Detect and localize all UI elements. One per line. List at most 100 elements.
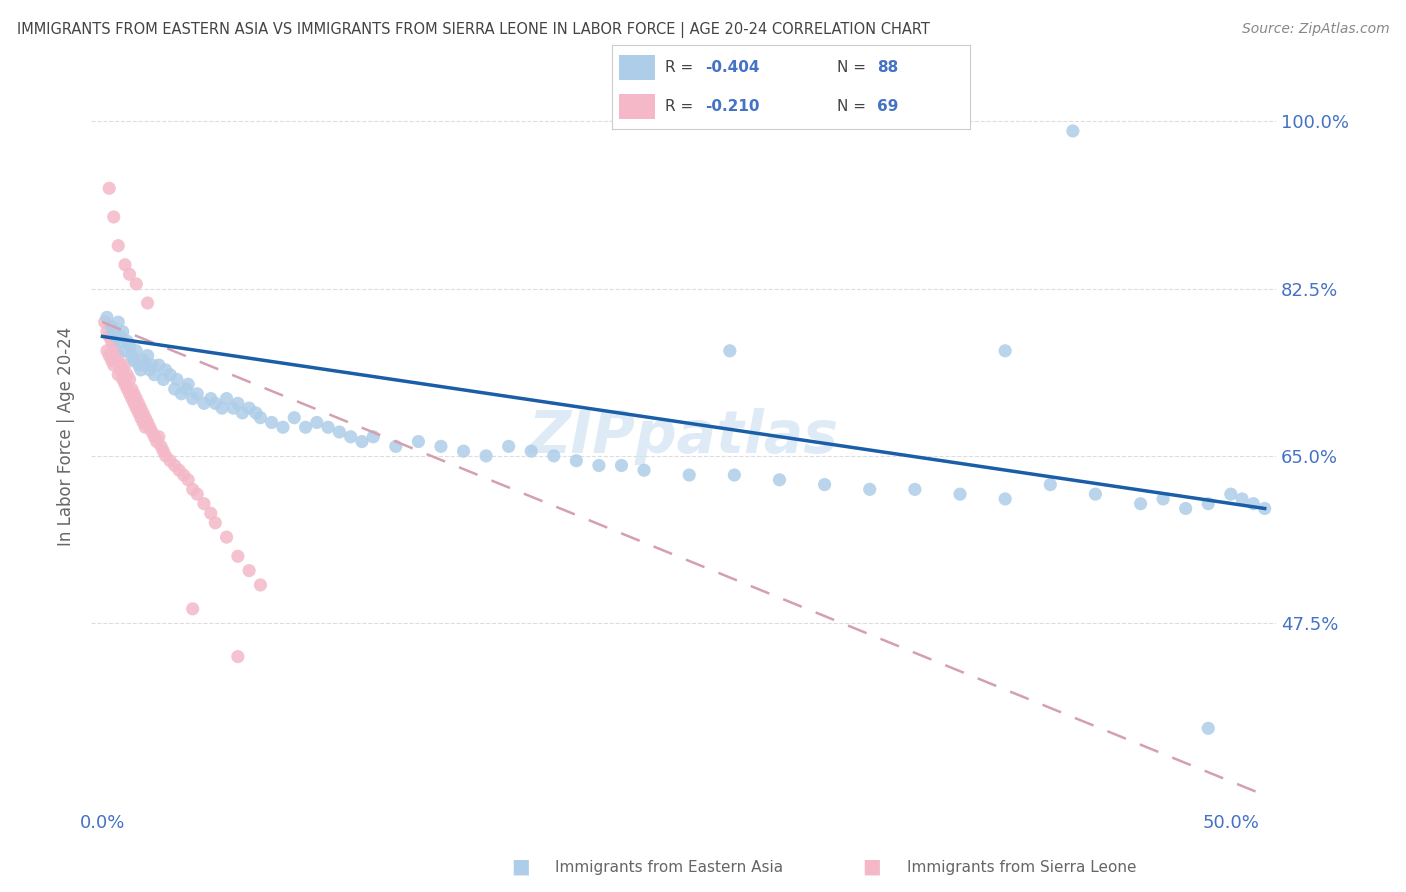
Point <box>316 420 339 434</box>
Point <box>117 334 139 349</box>
Point <box>226 649 249 664</box>
Point <box>128 406 150 420</box>
Point <box>103 339 125 353</box>
Point <box>114 377 136 392</box>
Point <box>107 349 129 363</box>
Point <box>859 483 882 497</box>
Point <box>211 401 233 416</box>
Point <box>96 325 118 339</box>
Point <box>350 434 373 449</box>
Point <box>110 358 132 372</box>
Point <box>98 349 121 363</box>
Point <box>110 329 132 343</box>
Point <box>136 349 159 363</box>
Point <box>128 358 150 372</box>
Point <box>1241 497 1264 511</box>
Point <box>96 310 118 325</box>
Point <box>565 453 588 467</box>
Point <box>145 434 167 449</box>
Text: Immigrants from Eastern Asia: Immigrants from Eastern Asia <box>555 860 783 874</box>
Point <box>249 578 271 592</box>
Point <box>610 458 633 473</box>
Point <box>152 372 174 386</box>
Point <box>173 468 195 483</box>
Point <box>1174 501 1197 516</box>
Point <box>1039 477 1062 491</box>
Point <box>186 487 208 501</box>
Point <box>103 325 125 339</box>
Point <box>430 439 453 453</box>
Point <box>163 458 186 473</box>
Point <box>1230 491 1253 506</box>
Point <box>245 406 267 420</box>
Text: 69: 69 <box>877 99 898 114</box>
Point <box>718 343 741 358</box>
Point <box>125 277 148 291</box>
Point <box>1129 497 1152 511</box>
Point <box>114 258 136 272</box>
Point <box>231 406 253 420</box>
Point <box>125 392 148 406</box>
Point <box>498 439 520 453</box>
Point <box>107 315 129 329</box>
Point <box>167 463 190 477</box>
Point <box>249 410 271 425</box>
Point <box>136 296 159 310</box>
Point <box>103 358 125 372</box>
Point <box>222 401 245 416</box>
Point <box>121 392 143 406</box>
Point <box>110 363 132 377</box>
Text: -0.210: -0.210 <box>704 99 759 114</box>
Point <box>260 416 283 430</box>
Point <box>166 372 188 386</box>
Point <box>186 386 208 401</box>
Point <box>100 319 122 334</box>
Point <box>328 425 350 439</box>
Point <box>193 497 215 511</box>
Point <box>114 343 136 358</box>
Text: R =: R = <box>665 99 699 114</box>
Point <box>143 368 166 382</box>
Point <box>226 549 249 564</box>
Point <box>98 181 121 195</box>
Point <box>134 410 156 425</box>
Point <box>122 396 145 410</box>
Point <box>768 473 790 487</box>
Point <box>141 425 163 439</box>
Point <box>152 444 174 458</box>
Point <box>200 392 222 406</box>
Text: Immigrants from Sierra Leone: Immigrants from Sierra Leone <box>907 860 1136 874</box>
Point <box>155 449 177 463</box>
Point <box>98 329 121 343</box>
Point <box>107 238 129 252</box>
Point <box>128 396 150 410</box>
Point <box>139 420 162 434</box>
Point <box>226 396 249 410</box>
Point <box>215 530 238 544</box>
Point <box>723 468 745 483</box>
Point <box>475 449 498 463</box>
Text: Source: ZipAtlas.com: Source: ZipAtlas.com <box>1241 22 1389 37</box>
Point <box>193 396 215 410</box>
Point <box>111 325 134 339</box>
Point <box>122 386 145 401</box>
Point <box>204 516 226 530</box>
FancyBboxPatch shape <box>619 94 655 120</box>
Point <box>107 368 129 382</box>
Point <box>283 410 305 425</box>
Point <box>104 329 127 343</box>
Point <box>174 382 197 396</box>
Point <box>100 334 122 349</box>
Point <box>139 363 162 377</box>
Point <box>1152 491 1174 506</box>
Point <box>117 382 139 396</box>
Point <box>305 416 328 430</box>
Point <box>136 416 159 430</box>
Point <box>155 363 177 377</box>
Point <box>129 363 152 377</box>
Point <box>588 458 610 473</box>
Point <box>114 358 136 372</box>
Point <box>148 430 170 444</box>
Point <box>181 392 204 406</box>
Point <box>125 401 148 416</box>
